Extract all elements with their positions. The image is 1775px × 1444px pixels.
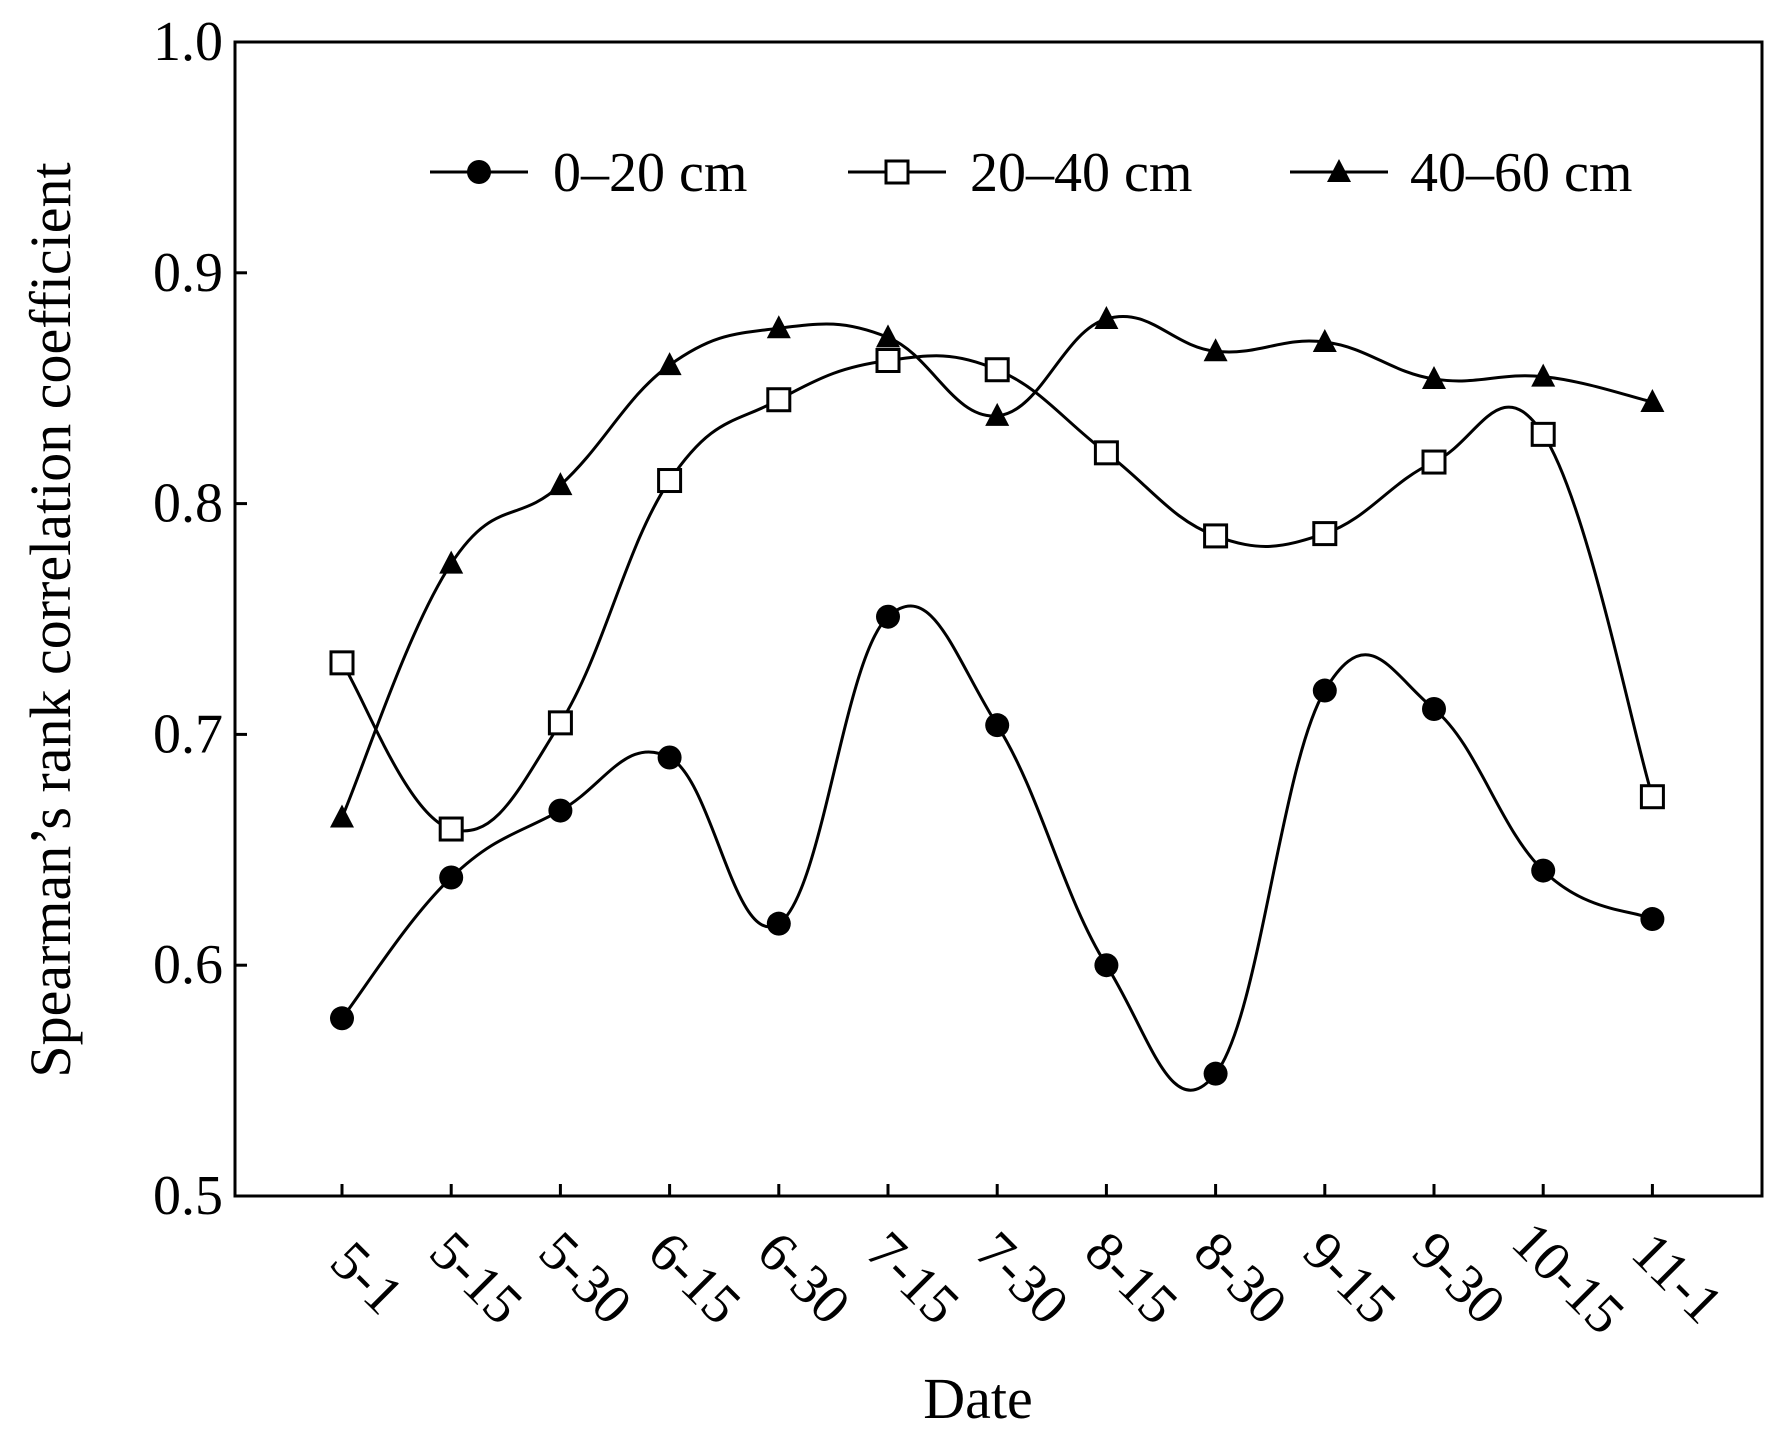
data-point <box>657 352 682 376</box>
data-point <box>875 348 901 374</box>
data-point <box>1312 678 1337 703</box>
data-point <box>438 816 464 842</box>
y-tick-label: 1.0 <box>153 11 223 73</box>
data-point <box>548 798 573 823</box>
y-tick-label: 0.6 <box>153 934 223 996</box>
series-line <box>340 604 1654 1092</box>
data-point <box>1312 329 1337 353</box>
series-0 <box>330 604 1665 1092</box>
data-point <box>1640 907 1665 932</box>
data-point <box>329 650 355 676</box>
data-point <box>985 402 1010 426</box>
data-point <box>1640 389 1665 413</box>
data-point <box>876 604 900 629</box>
data-point <box>985 713 1010 738</box>
data-point <box>766 387 792 413</box>
data-point <box>1094 953 1119 978</box>
data-point <box>1093 440 1119 466</box>
y-axis-title: Spearman’s rank correlation coefficient <box>18 162 83 1077</box>
data-point <box>1094 305 1119 329</box>
legend-item: 40–60 cm <box>1290 142 1632 204</box>
data-point <box>1530 421 1556 447</box>
series-1 <box>329 348 1665 842</box>
data-point <box>657 745 682 770</box>
data-point <box>330 1006 354 1031</box>
data-point <box>1203 1061 1228 1086</box>
y-tick-label: 0.9 <box>153 242 223 304</box>
legend-item: 20–40 cm <box>848 142 1192 204</box>
legend: 0–20 cm 20–40 cm 40–60 cm <box>430 142 1632 204</box>
data-point <box>547 710 573 736</box>
data-point <box>439 865 464 890</box>
data-point <box>1203 523 1229 549</box>
data-point <box>330 804 354 828</box>
data-point <box>439 550 464 574</box>
y-tick-label: 0.7 <box>153 703 223 765</box>
data-point <box>657 468 683 494</box>
legend-marker <box>884 159 910 185</box>
legend-label: 40–60 cm <box>1410 142 1632 204</box>
data-point <box>876 324 900 348</box>
data-point <box>1639 784 1665 810</box>
data-point <box>1203 338 1228 362</box>
series-layer <box>329 305 1665 1092</box>
data-point <box>1312 521 1338 547</box>
data-point <box>1421 449 1447 475</box>
legend-marker <box>1327 159 1351 182</box>
legend-marker <box>467 160 491 184</box>
data-point <box>548 472 573 496</box>
series-line <box>340 315 1653 819</box>
data-point <box>1531 363 1556 387</box>
y-tick-label: 0.5 <box>153 1165 223 1227</box>
legend-item: 0–20 cm <box>430 142 747 204</box>
data-point <box>766 315 791 339</box>
data-point <box>1531 858 1556 883</box>
legend-label: 20–40 cm <box>970 142 1192 204</box>
x-axis-title: Date <box>923 1366 1033 1431</box>
series-2 <box>330 305 1665 828</box>
y-tick-label: 0.8 <box>153 473 223 535</box>
data-point <box>984 357 1010 383</box>
data-point <box>1422 697 1446 722</box>
data-point <box>766 911 791 936</box>
legend-label: 0–20 cm <box>553 142 747 204</box>
data-point <box>1422 365 1446 389</box>
